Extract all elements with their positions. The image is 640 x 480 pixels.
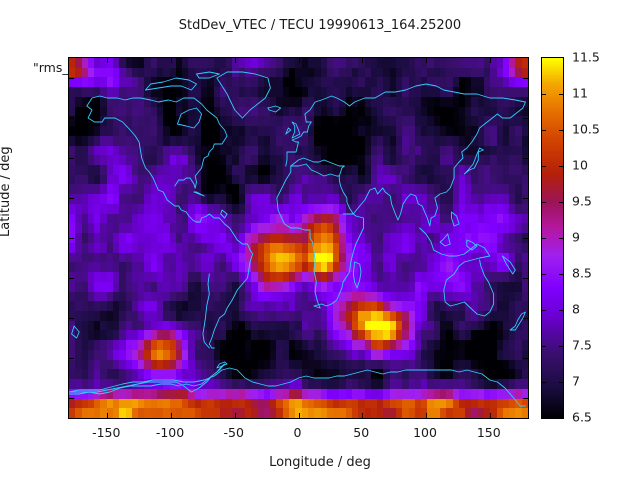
x-axis-title: Longitude / deg xyxy=(269,455,371,470)
y-tick-mark xyxy=(69,158,74,159)
colorbar-tick-label: 11.5 xyxy=(572,49,600,65)
x-tick-label: 100 xyxy=(413,425,437,440)
y-tick-mark xyxy=(69,198,74,199)
colorbar-tick-mark xyxy=(559,382,563,383)
y-tick-mark xyxy=(69,398,74,399)
x-tick-label: 150 xyxy=(476,425,501,440)
y-tick-mark xyxy=(69,278,74,279)
colorbar-tick-mark xyxy=(542,166,546,167)
y-axis-title: Latitude / deg xyxy=(0,146,13,237)
x-tick-mark xyxy=(234,58,236,63)
x-tick-mark xyxy=(171,413,172,418)
key-title-label: "rms_ xyxy=(33,60,69,75)
colorbar-tick-mark xyxy=(542,274,546,275)
x-tick-mark xyxy=(362,413,364,418)
y-tick-mark xyxy=(523,278,528,279)
x-tick-label: 50 xyxy=(353,425,370,440)
colorbar-tick-label: 9.5 xyxy=(572,193,592,209)
y-tick-mark xyxy=(523,78,528,79)
x-tick-mark xyxy=(489,413,491,418)
colorbar-tick-label: 6.5 xyxy=(572,409,592,425)
y-tick-mark xyxy=(69,78,74,79)
colorbar-tick-mark xyxy=(559,94,563,95)
y-tick-mark xyxy=(523,358,528,359)
x-tick-mark xyxy=(362,58,364,63)
x-tick-mark xyxy=(298,58,300,63)
colorbar-tick-mark xyxy=(542,310,546,311)
page-title: StdDev_VTEC / TECU 19990613_164.25200 xyxy=(178,18,462,33)
y-tick-mark xyxy=(523,318,528,319)
x-tick-mark xyxy=(426,413,427,418)
y-tick-mark xyxy=(69,238,74,239)
colorbar-gradient xyxy=(542,58,563,418)
colorbar-tick-mark xyxy=(559,274,563,275)
colorbar-tick-mark xyxy=(559,166,563,167)
colorbar-tick-label: 7 xyxy=(572,373,580,389)
colorbar-tick-mark xyxy=(559,310,563,311)
colorbar-tick-label: 8.5 xyxy=(572,265,592,281)
x-tick-mark xyxy=(489,58,491,63)
colorbar-tick-mark xyxy=(542,94,546,95)
colorbar-tick-mark xyxy=(559,238,563,239)
colorbar-tick-label: 9 xyxy=(572,229,580,245)
y-tick-mark xyxy=(523,398,528,399)
colorbar-tick-mark xyxy=(542,238,546,239)
x-tick-mark xyxy=(298,413,300,418)
x-tick-label: -150 xyxy=(92,425,121,440)
y-tick-mark xyxy=(69,358,74,359)
x-tick-mark xyxy=(234,413,236,418)
y-tick-mark xyxy=(523,118,528,119)
colorbar-tick-label: 10 xyxy=(572,157,588,173)
x-tick-label: -50 xyxy=(223,425,244,440)
x-tick-mark xyxy=(107,413,109,418)
colorbar-tick-label: 10.5 xyxy=(572,121,600,137)
y-tick-mark xyxy=(69,118,74,119)
y-tick-mark xyxy=(523,238,528,239)
x-tick-mark xyxy=(426,58,427,63)
map-plot-area xyxy=(68,57,529,419)
colorbar-tick-mark xyxy=(542,202,546,203)
colorbar xyxy=(541,57,564,419)
vtec-stddev-heatmap xyxy=(69,58,528,418)
x-tick-mark xyxy=(171,58,172,63)
colorbar-tick-label: 11 xyxy=(572,85,588,101)
y-tick-mark xyxy=(69,318,74,319)
y-tick-mark xyxy=(523,198,528,199)
y-tick-mark xyxy=(523,158,528,159)
colorbar-tick-mark xyxy=(542,382,546,383)
colorbar-tick-mark xyxy=(542,346,546,347)
x-tick-label: -100 xyxy=(155,425,185,440)
colorbar-tick-mark xyxy=(559,130,563,131)
x-tick-label: 0 xyxy=(293,425,302,440)
colorbar-tick-label: 8 xyxy=(572,301,580,317)
x-tick-mark xyxy=(107,58,109,63)
colorbar-tick-mark xyxy=(559,346,563,347)
colorbar-tick-label: 7.5 xyxy=(572,337,592,353)
colorbar-tick-mark xyxy=(559,202,563,203)
colorbar-tick-mark xyxy=(542,130,546,131)
